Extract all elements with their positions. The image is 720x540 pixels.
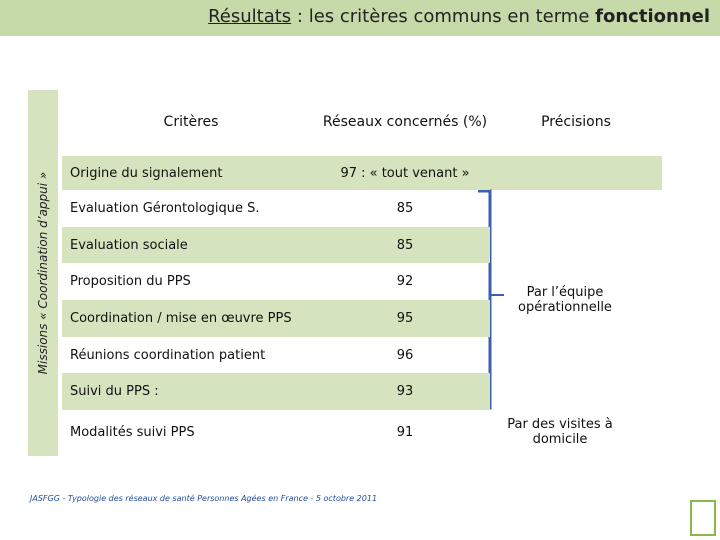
criterion: Coordination / mise en œuvre PPS (62, 300, 320, 337)
network-share: 85 (396, 201, 414, 216)
header-bar (0, 0, 720, 36)
criterion: Evaluation sociale (62, 227, 320, 263)
network-share: 85 (320, 227, 490, 263)
criterion: Réunions coordination patient (70, 347, 266, 363)
precision: Par l’équipe opérationnelle (518, 285, 612, 315)
footer: JASFGG - Typologie des réseaux de santé … (30, 494, 378, 503)
side-label-box: Missions « Coordination d’appui » (28, 90, 58, 456)
cell-bg (490, 156, 662, 190)
criterion: Modalités suivi PPS (70, 425, 195, 440)
title-part: fonctionnel (595, 6, 710, 27)
network-share: 96 (396, 347, 414, 363)
criterion: Proposition du PPS (70, 274, 191, 289)
column-header: Critères (163, 114, 219, 130)
title-part: : les critères communs en terme (296, 6, 590, 27)
title: Résultats : les critères communs en term… (208, 6, 710, 27)
logo (690, 500, 716, 536)
precision: Par des visites à domicile (507, 417, 613, 447)
network-share: 91 (396, 425, 414, 440)
criterion: Suivi du PPS : (62, 373, 320, 410)
column-header: Réseaux concernés (%) (322, 114, 488, 130)
criterion: Origine du signalement (62, 156, 320, 190)
network-share: 97 : « tout venant » (320, 156, 490, 190)
network-share: 95 (320, 300, 490, 337)
side-label: Missions « Coordination d’appui » (36, 171, 50, 375)
criterion: Evaluation Gérontologique S. (70, 201, 260, 216)
title-part: Résultats (208, 6, 292, 27)
network-share: 93 (320, 373, 490, 410)
column-header: Précisions (541, 114, 611, 130)
network-share: 92 (396, 274, 414, 289)
